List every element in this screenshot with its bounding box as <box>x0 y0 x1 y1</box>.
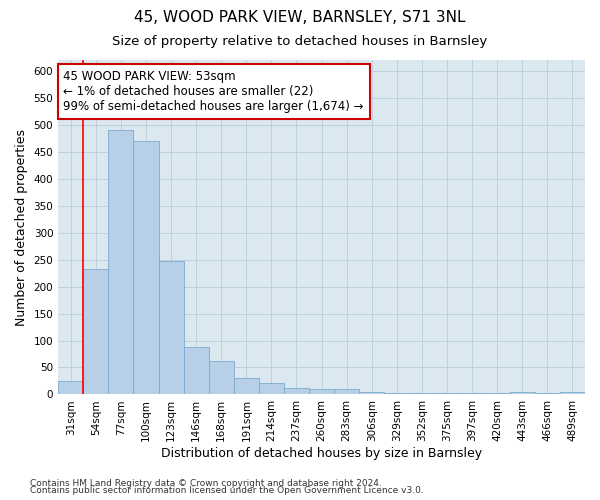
Bar <box>309 388 334 394</box>
Bar <box>58 381 83 394</box>
Bar <box>284 388 309 394</box>
Bar <box>109 130 133 394</box>
X-axis label: Distribution of detached houses by size in Barnsley: Distribution of detached houses by size … <box>161 447 482 460</box>
Bar <box>460 393 485 394</box>
Bar <box>359 392 385 394</box>
Bar <box>184 347 209 395</box>
Text: Contains HM Land Registry data © Crown copyright and database right 2024.: Contains HM Land Registry data © Crown c… <box>30 478 382 488</box>
Bar <box>158 261 184 394</box>
Bar <box>434 393 460 394</box>
Bar <box>83 270 109 394</box>
Text: Size of property relative to detached houses in Barnsley: Size of property relative to detached ho… <box>112 35 488 48</box>
Bar <box>133 141 158 395</box>
Bar <box>560 392 585 394</box>
Bar <box>510 392 535 394</box>
Text: 45 WOOD PARK VIEW: 53sqm
← 1% of detached houses are smaller (22)
99% of semi-de: 45 WOOD PARK VIEW: 53sqm ← 1% of detache… <box>64 70 364 113</box>
Bar <box>409 393 434 394</box>
Text: Contains public sector information licensed under the Open Government Licence v3: Contains public sector information licen… <box>30 486 424 495</box>
Text: 45, WOOD PARK VIEW, BARNSLEY, S71 3NL: 45, WOOD PARK VIEW, BARNSLEY, S71 3NL <box>134 10 466 25</box>
Bar <box>485 393 510 394</box>
Bar <box>209 361 234 394</box>
Bar <box>234 378 259 394</box>
Bar <box>385 393 409 394</box>
Y-axis label: Number of detached properties: Number of detached properties <box>15 128 28 326</box>
Bar <box>334 389 359 394</box>
Bar <box>259 382 284 394</box>
